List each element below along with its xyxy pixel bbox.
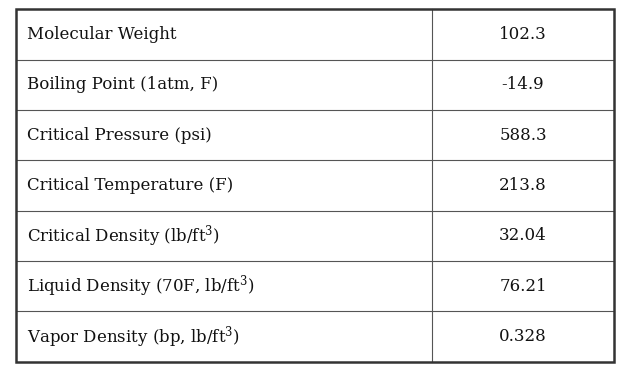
Text: Boiling Point (1atm, F): Boiling Point (1atm, F) [27, 76, 219, 93]
Text: 102.3: 102.3 [499, 26, 547, 43]
Text: 32.04: 32.04 [499, 227, 547, 244]
Text: 588.3: 588.3 [499, 127, 547, 144]
Text: 76.21: 76.21 [499, 278, 547, 295]
Text: Liquid Density (70F, lb/ft$^3$): Liquid Density (70F, lb/ft$^3$) [27, 273, 255, 299]
Text: -14.9: -14.9 [501, 76, 544, 93]
Text: Critical Density (lb/ft$^3$): Critical Density (lb/ft$^3$) [27, 223, 220, 249]
Text: Critical Temperature (F): Critical Temperature (F) [27, 177, 233, 194]
Text: 0.328: 0.328 [499, 328, 547, 345]
Text: 213.8: 213.8 [499, 177, 547, 194]
Text: Critical Pressure (psi): Critical Pressure (psi) [27, 127, 212, 144]
Text: Vapor Density (bp, lb/ft$^3$): Vapor Density (bp, lb/ft$^3$) [27, 324, 240, 349]
Text: Molecular Weight: Molecular Weight [27, 26, 176, 43]
